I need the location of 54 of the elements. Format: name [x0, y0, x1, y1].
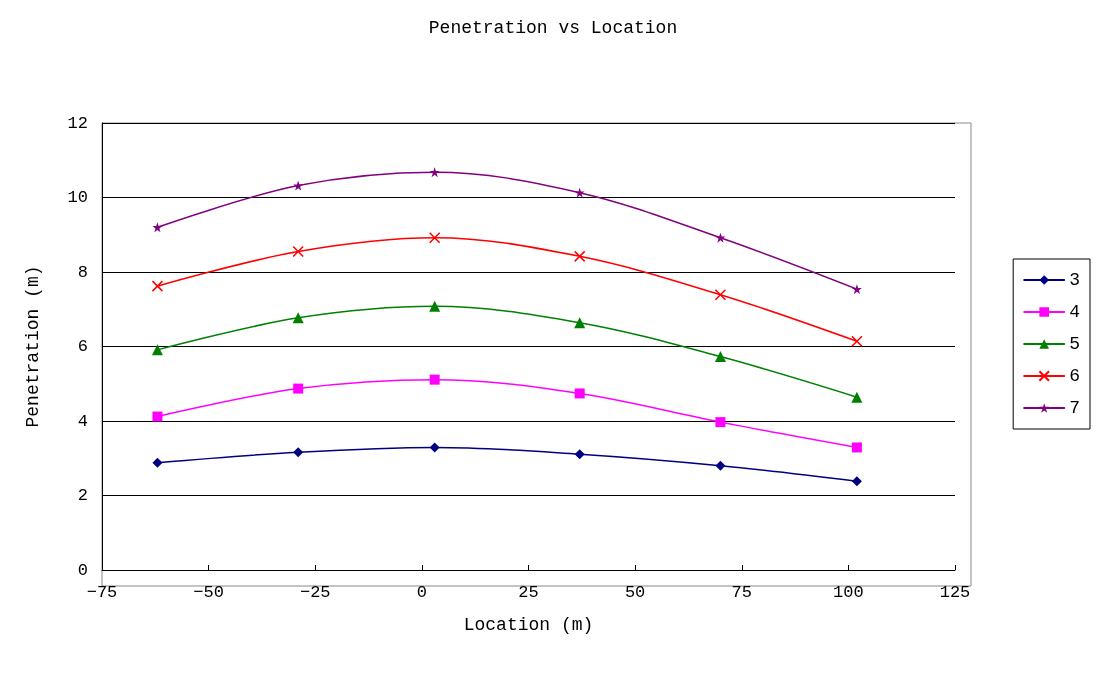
point — [152, 411, 163, 422]
point — [292, 245, 304, 258]
point — [851, 476, 862, 487]
point — [429, 442, 440, 453]
point — [851, 284, 862, 295]
chart-title: Penetration vs Location — [428, 18, 678, 38]
point — [293, 447, 304, 458]
point — [428, 231, 441, 244]
point — [714, 288, 727, 301]
legend-label: 4 — [1069, 302, 1081, 322]
x-tick-label: −50 — [193, 583, 224, 602]
point — [152, 222, 163, 233]
x-tick-label: −75 — [86, 583, 118, 602]
legend-label: 5 — [1069, 334, 1081, 354]
point — [851, 391, 863, 403]
point — [293, 180, 304, 191]
point — [851, 442, 862, 453]
y-tick-label: 12 — [67, 113, 88, 133]
y-tick-label: 10 — [67, 188, 88, 207]
x-tick-label: 125 — [939, 583, 971, 602]
point — [715, 460, 726, 471]
point — [152, 457, 163, 468]
point — [574, 449, 585, 460]
x-tick-label: −25 — [299, 583, 331, 602]
point — [715, 232, 726, 243]
point — [292, 312, 304, 324]
point — [714, 351, 726, 363]
x-tick-label: 0 — [416, 583, 427, 602]
point — [574, 388, 585, 399]
y-tick-label: 6 — [77, 337, 88, 356]
point — [574, 187, 585, 198]
x-tick-label: 100 — [833, 583, 864, 602]
y-axis-title: Penetration (m) — [23, 265, 43, 428]
x-tick-label: 50 — [624, 583, 646, 602]
point — [429, 300, 441, 312]
x-tick-label: 25 — [518, 583, 539, 602]
y-tick-label: 8 — [77, 262, 88, 282]
legend-label: 3 — [1069, 270, 1081, 290]
legend-label: 7 — [1069, 398, 1081, 418]
point — [429, 374, 440, 385]
point — [573, 250, 586, 263]
legend-label: 6 — [1069, 366, 1081, 386]
x-tick-label: 75 — [731, 583, 752, 602]
x-axis-title: Location (m) — [463, 615, 594, 635]
point — [293, 383, 304, 394]
y-tick-label: 2 — [77, 486, 88, 505]
point — [151, 344, 163, 356]
point — [715, 417, 726, 428]
point — [429, 167, 440, 178]
y-tick-label: 4 — [77, 411, 88, 431]
point — [851, 335, 863, 348]
point — [151, 280, 164, 292]
y-tick-label: 0 — [77, 560, 88, 580]
point — [574, 317, 586, 329]
